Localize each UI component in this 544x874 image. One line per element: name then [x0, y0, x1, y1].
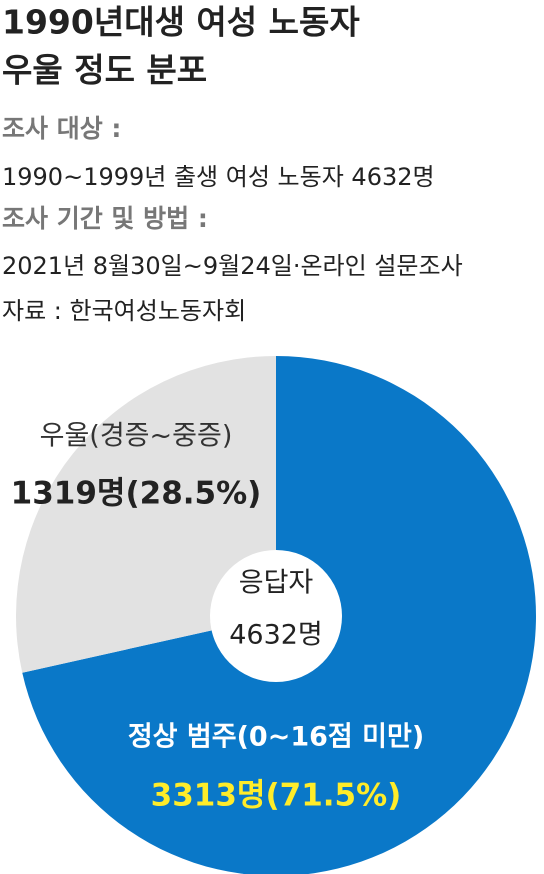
note: 자료 : 한국여성노동자회	[2, 297, 246, 325]
center-label: 4632명	[229, 620, 323, 651]
category-label: 정상 범주(0~16점 미만)	[128, 722, 424, 753]
category-label: 우울(경증~중증)	[40, 421, 233, 452]
pie-slice	[15, 356, 276, 673]
donut-hole	[210, 550, 342, 682]
chart-title: 1990년대생 여성 노동자	[2, 3, 360, 42]
note-heading: 조사 기간 및 방법 :	[2, 204, 208, 233]
value-label: 3313명(71.5%)	[151, 778, 402, 814]
note-heading: 조사 대상 :	[2, 114, 121, 143]
value-label: 1319명(28.5%)	[11, 476, 262, 512]
note: 1990~1999년 출생 여성 노동자 4632명	[2, 163, 435, 191]
center-label: 응답자	[239, 568, 314, 599]
note: 2021년 8월30일~9월24일·온라인 설문조사	[2, 252, 463, 280]
chart-title: 우울 정도 분포	[2, 51, 207, 90]
